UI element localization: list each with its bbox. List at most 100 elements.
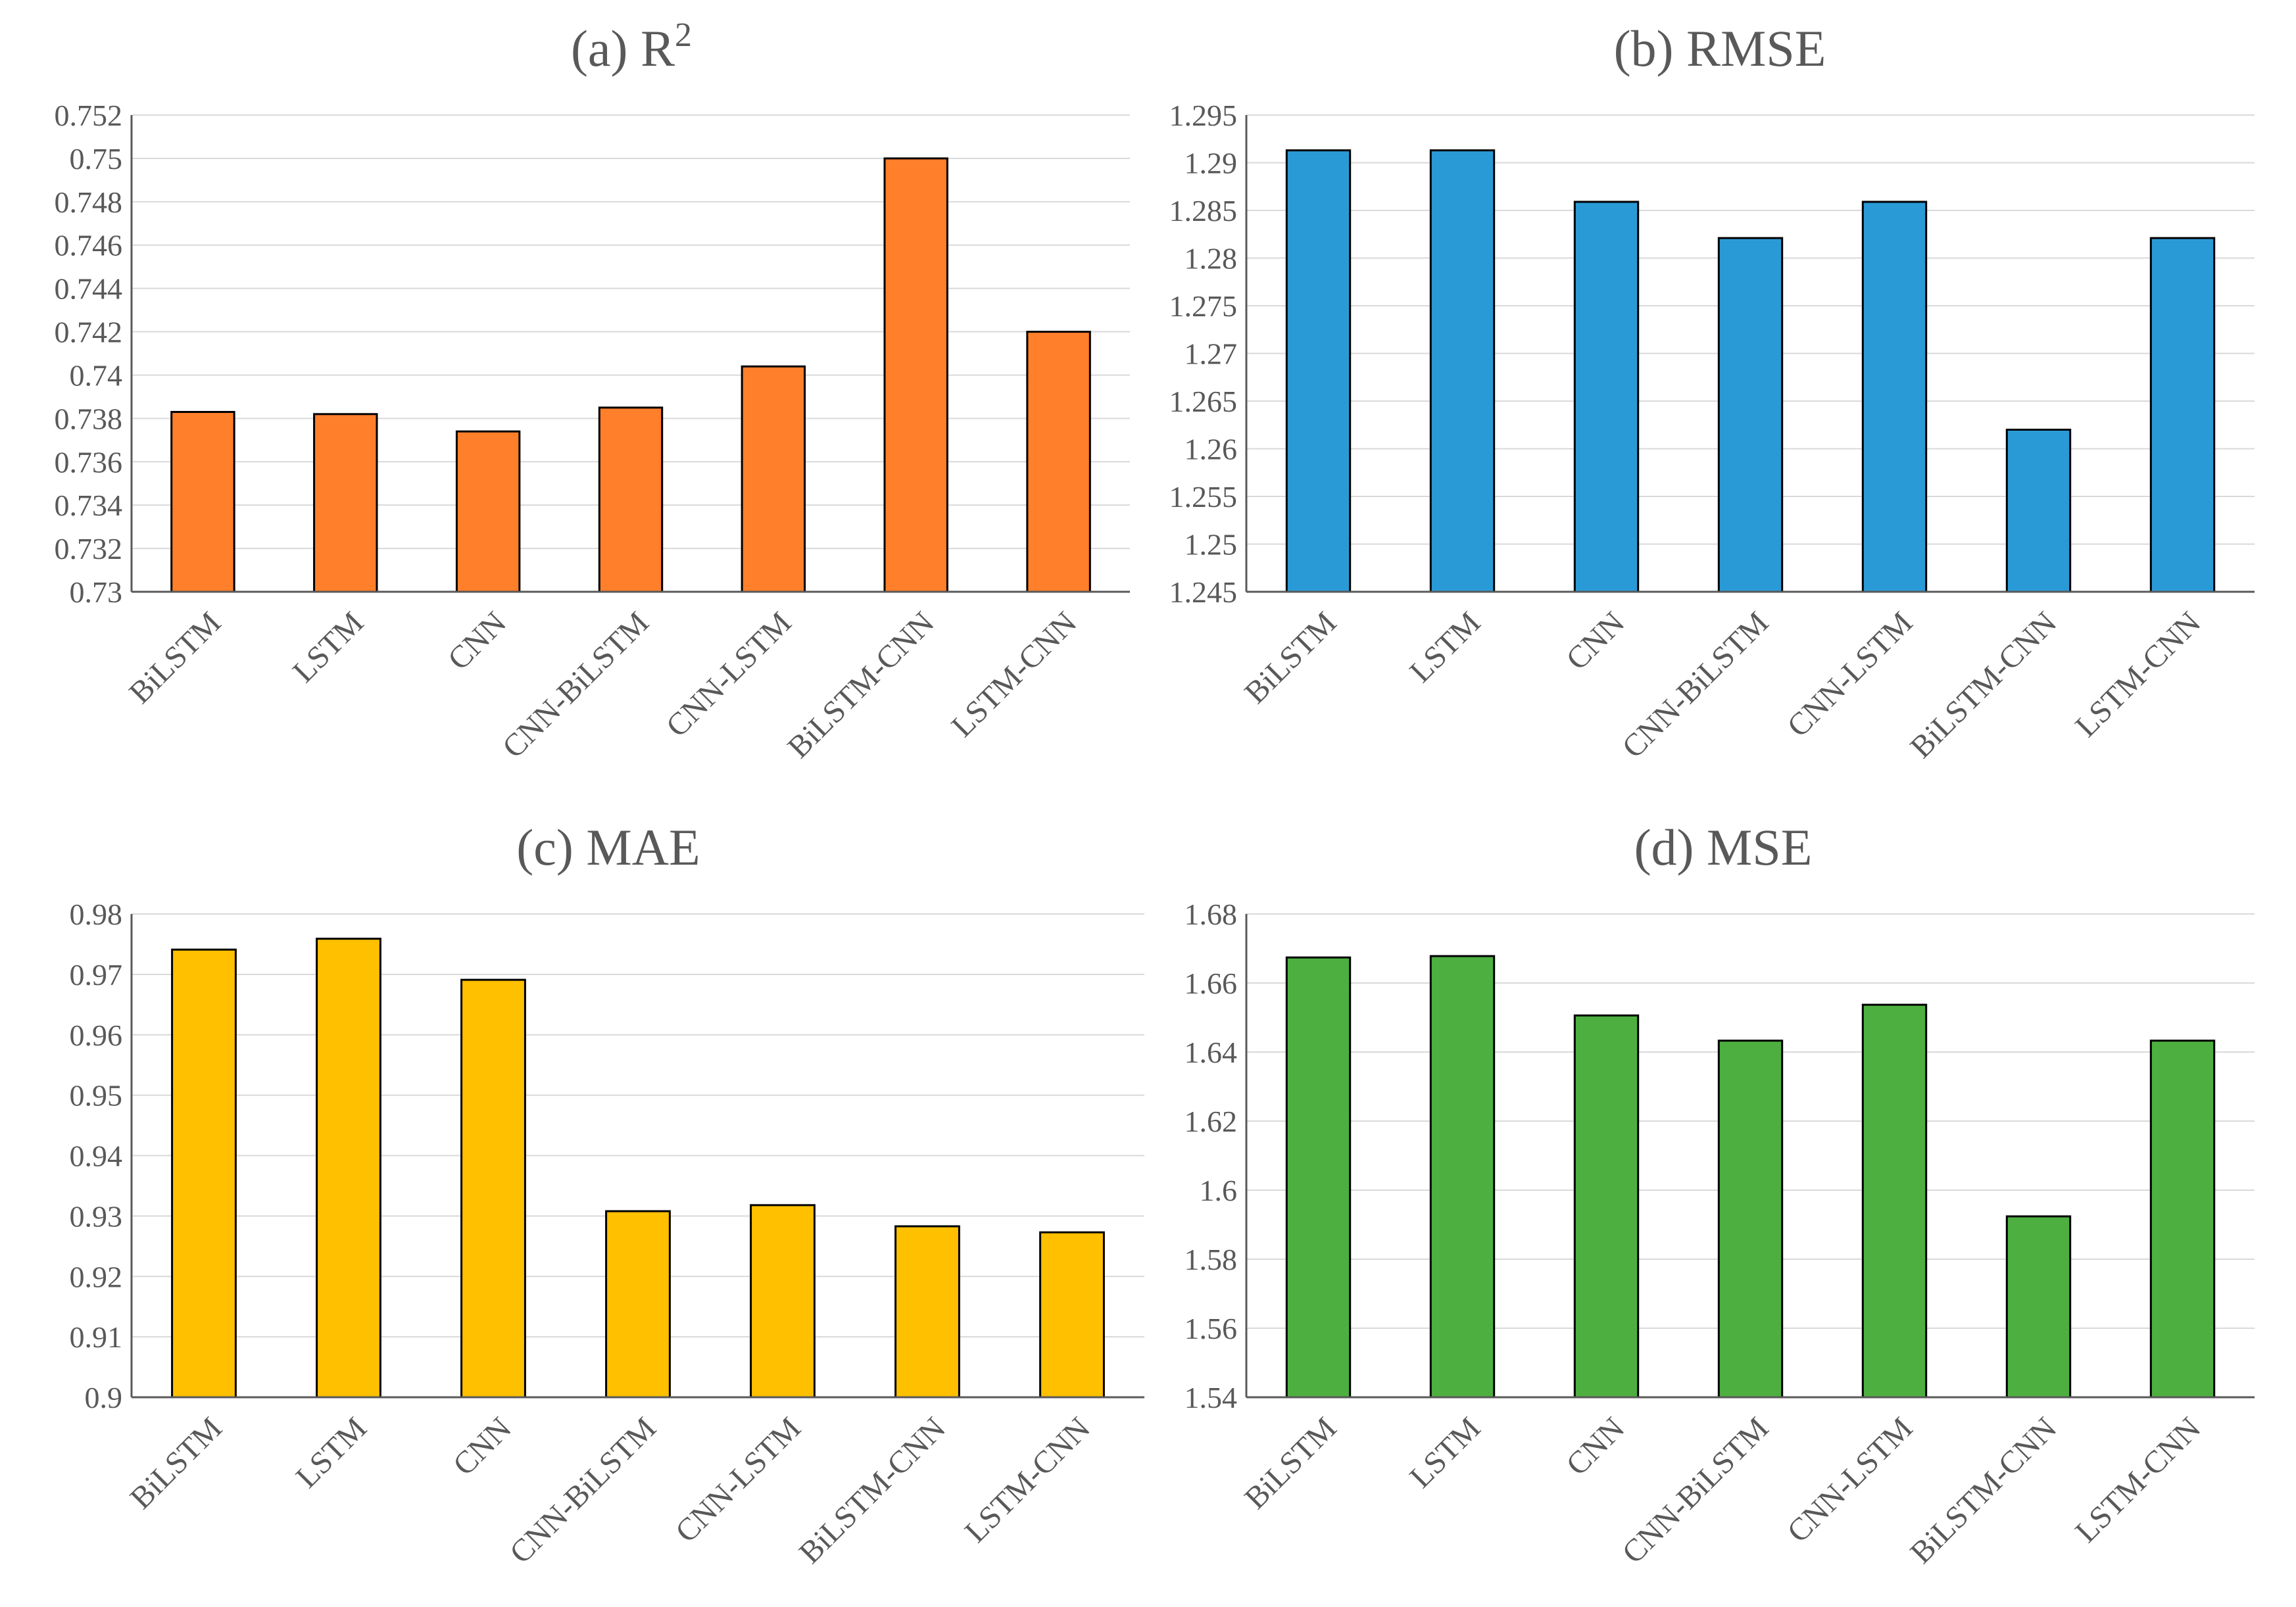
chart-b-xtick-label: BiLSTM <box>1238 605 1343 710</box>
chart-c-ytick-label: 0.97 <box>70 958 123 992</box>
chart-b-bar-cnn <box>1573 201 1640 593</box>
chart-c-xtick-label: CNN-LSTM <box>669 1410 808 1549</box>
chart-d-xtick-label: BiLSTM <box>1238 1410 1343 1516</box>
chart-b-xtick-label: CNN <box>1559 605 1631 677</box>
chart-d-xtick-label: CNN-LSTM <box>1780 1410 1919 1549</box>
chart-d-xtick-label: LSTM <box>1403 1410 1487 1495</box>
chart-d-ytick-label: 1.62 <box>1185 1105 1238 1138</box>
chart-b: (b) RMSE 1.245 1.25 1.255 1.26 1.265 1.27 1.275… <box>1169 20 2255 765</box>
chart-c-ytick-label: 0.91 <box>70 1320 123 1354</box>
chart-a-xtick-label: BiLSTM-CNN <box>781 605 940 765</box>
chart-c-bar-lstm <box>316 938 381 1399</box>
chart-a: (a) R2 0.73 0.732 0.734 0.736 0.738 0.74 0.742 0… <box>55 16 1130 765</box>
chart-c-xtick-label: BiLSTM <box>124 1410 229 1516</box>
chart-d-ytick-label: 1.58 <box>1185 1243 1238 1276</box>
chart-a-xtick-label: CNN-LSTM <box>660 605 798 744</box>
chart-b-ytick-label: 1.25 <box>1185 528 1238 562</box>
chart-d-bar-cnn <box>1573 1014 1640 1399</box>
chart-c-xtick-label: CNN-BiLSTM <box>503 1410 663 1570</box>
chart-a-ytick-label: 0.74 <box>70 358 123 392</box>
chart-b-ytick-label: 1.245 <box>1169 575 1238 609</box>
chart-b-ytick-label: 1.27 <box>1185 337 1238 371</box>
chart-d-bar-bilstm-cnn <box>2005 1215 2072 1399</box>
chart-d-bar-cnn-bilstm <box>1717 1040 1784 1399</box>
chart-b-bar-bilstm-cnn <box>2005 429 2072 593</box>
chart-a-bar-lstm-cnn <box>1026 331 1091 593</box>
chart-d-xtick-label: CNN <box>1559 1410 1631 1482</box>
chart-a-ytick-label: 0.736 <box>55 445 123 479</box>
chart-b-bar-bilstm <box>1285 149 1352 593</box>
chart-c-bar-cnn <box>460 978 526 1399</box>
chart-a-xtick-label: LSTM <box>286 605 370 689</box>
chart-a-ytick-label: 0.732 <box>55 532 123 565</box>
chart-a-xtick-label: BiLSTM <box>122 605 228 710</box>
chart-b-bar-cnn-bilstm <box>1717 237 1784 593</box>
chart-d-ytick-label: 1.66 <box>1185 967 1238 1000</box>
chart-a-ytick-label: 0.746 <box>55 229 123 262</box>
chart-c-bar-cnn-bilstm <box>605 1210 671 1399</box>
chart-c-xtick-label: LSTM <box>289 1410 374 1495</box>
chart-a-ytick-label: 0.752 <box>55 99 123 132</box>
chart-c-xtick-label: CNN <box>447 1410 518 1482</box>
chart-b-bar-lstm-cnn <box>2149 237 2216 593</box>
chart-d-bar-bilstm <box>1285 956 1352 1399</box>
chart-a-ytick-label: 0.75 <box>70 142 123 176</box>
chart-c-ytick-label: 0.93 <box>70 1199 123 1233</box>
chart-d-xtick-label: BiLSTM-CNN <box>1903 1410 2063 1570</box>
chart-b-xtick-label: LSTM <box>1403 605 1487 689</box>
chart-c-bar-bilstm <box>171 948 237 1399</box>
chart-b-xtick-label: BiLSTM-CNN <box>1903 605 2063 765</box>
chart-a-ytick-label: 0.734 <box>55 489 123 522</box>
chart-a-bar-cnn <box>455 430 521 593</box>
chart-d-ytick-label: 1.64 <box>1185 1036 1238 1069</box>
chart-c-bar-cnn-lstm <box>750 1204 816 1399</box>
chart-b-ytick-label: 1.29 <box>1185 147 1238 180</box>
chart-a-bar-lstm <box>313 413 378 593</box>
chart-d-ytick-label: 1.56 <box>1185 1312 1238 1345</box>
chart-a-bar-cnn-lstm <box>741 365 806 593</box>
chart-c-ytick-label: 0.98 <box>70 898 123 931</box>
chart-a-ytick-label: 0.73 <box>70 575 123 609</box>
chart-c-bar-lstm-cnn <box>1039 1231 1105 1399</box>
chart-a-xtick-label: LSTM-CNN <box>944 605 1083 744</box>
chart-c-ytick-label: 0.92 <box>70 1260 123 1293</box>
chart-a-ytick-label: 0.738 <box>55 402 123 435</box>
chart-d-bar-lstm-cnn <box>2149 1040 2216 1399</box>
chart-d-bar-cnn-lstm <box>1861 1003 1928 1399</box>
chart-d-ytick-label: 1.68 <box>1185 898 1238 931</box>
chart-b-ytick-label: 1.28 <box>1185 242 1238 276</box>
chart-b-ytick-label: 1.275 <box>1169 289 1238 323</box>
chart-d: (d) MSE 1.54 1.56 1.58 1.6 1.62 1.64 1.66 1.68 Bi… <box>1185 819 2255 1570</box>
chart-c-ytick-label: 0.9 <box>85 1381 123 1414</box>
chart-b-xtick-label: CNN-BiLSTM <box>1615 605 1775 765</box>
chart-a-xtick-label: CNN <box>441 605 513 677</box>
chart-c-xtick-label: BiLSTM-CNN <box>793 1410 952 1570</box>
chart-b-xtick-label: LSTM-CNN <box>2068 605 2207 744</box>
chart-c-bar-bilstm-cnn <box>894 1225 960 1399</box>
chart-d-ytick-label: 1.6 <box>1200 1174 1238 1207</box>
chart-a-bar-bilstm <box>170 410 235 593</box>
chart-c-ytick-label: 0.94 <box>70 1139 123 1173</box>
chart-b-bar-lstm <box>1429 149 1496 593</box>
chart-b-ytick-label: 1.265 <box>1169 385 1238 418</box>
chart-a-ytick-label: 0.748 <box>55 185 123 219</box>
chart-a-bar-bilstm-cnn <box>883 157 948 593</box>
chart-b-ytick-label: 1.285 <box>1169 194 1238 228</box>
chart-c-ytick-label: 0.95 <box>70 1079 123 1113</box>
chart-d-ytick-label: 1.54 <box>1185 1381 1238 1414</box>
chart-b-ytick-label: 1.26 <box>1185 433 1238 466</box>
chart-c-title: (c) MAE <box>516 819 700 876</box>
chart-d-bar-lstm <box>1429 955 1496 1399</box>
chart-c-xtick-label: LSTM-CNN <box>958 1410 1097 1549</box>
chart-b-ytick-label: 1.255 <box>1169 480 1238 514</box>
chart-a-ytick-label: 0.744 <box>55 272 123 306</box>
chart-b-title: (b) RMSE <box>1614 20 1826 77</box>
chart-a-ytick-label: 0.742 <box>55 316 123 349</box>
chart-a-xtick-label: CNN-BiLSTM <box>496 605 656 765</box>
chart-c-ytick-label: 0.96 <box>70 1019 123 1052</box>
chart-d-xtick-label: LSTM-CNN <box>2068 1410 2207 1549</box>
chart-b-ytick-label: 1.295 <box>1169 99 1238 132</box>
chart-b-xtick-label: CNN-LSTM <box>1780 605 1919 744</box>
